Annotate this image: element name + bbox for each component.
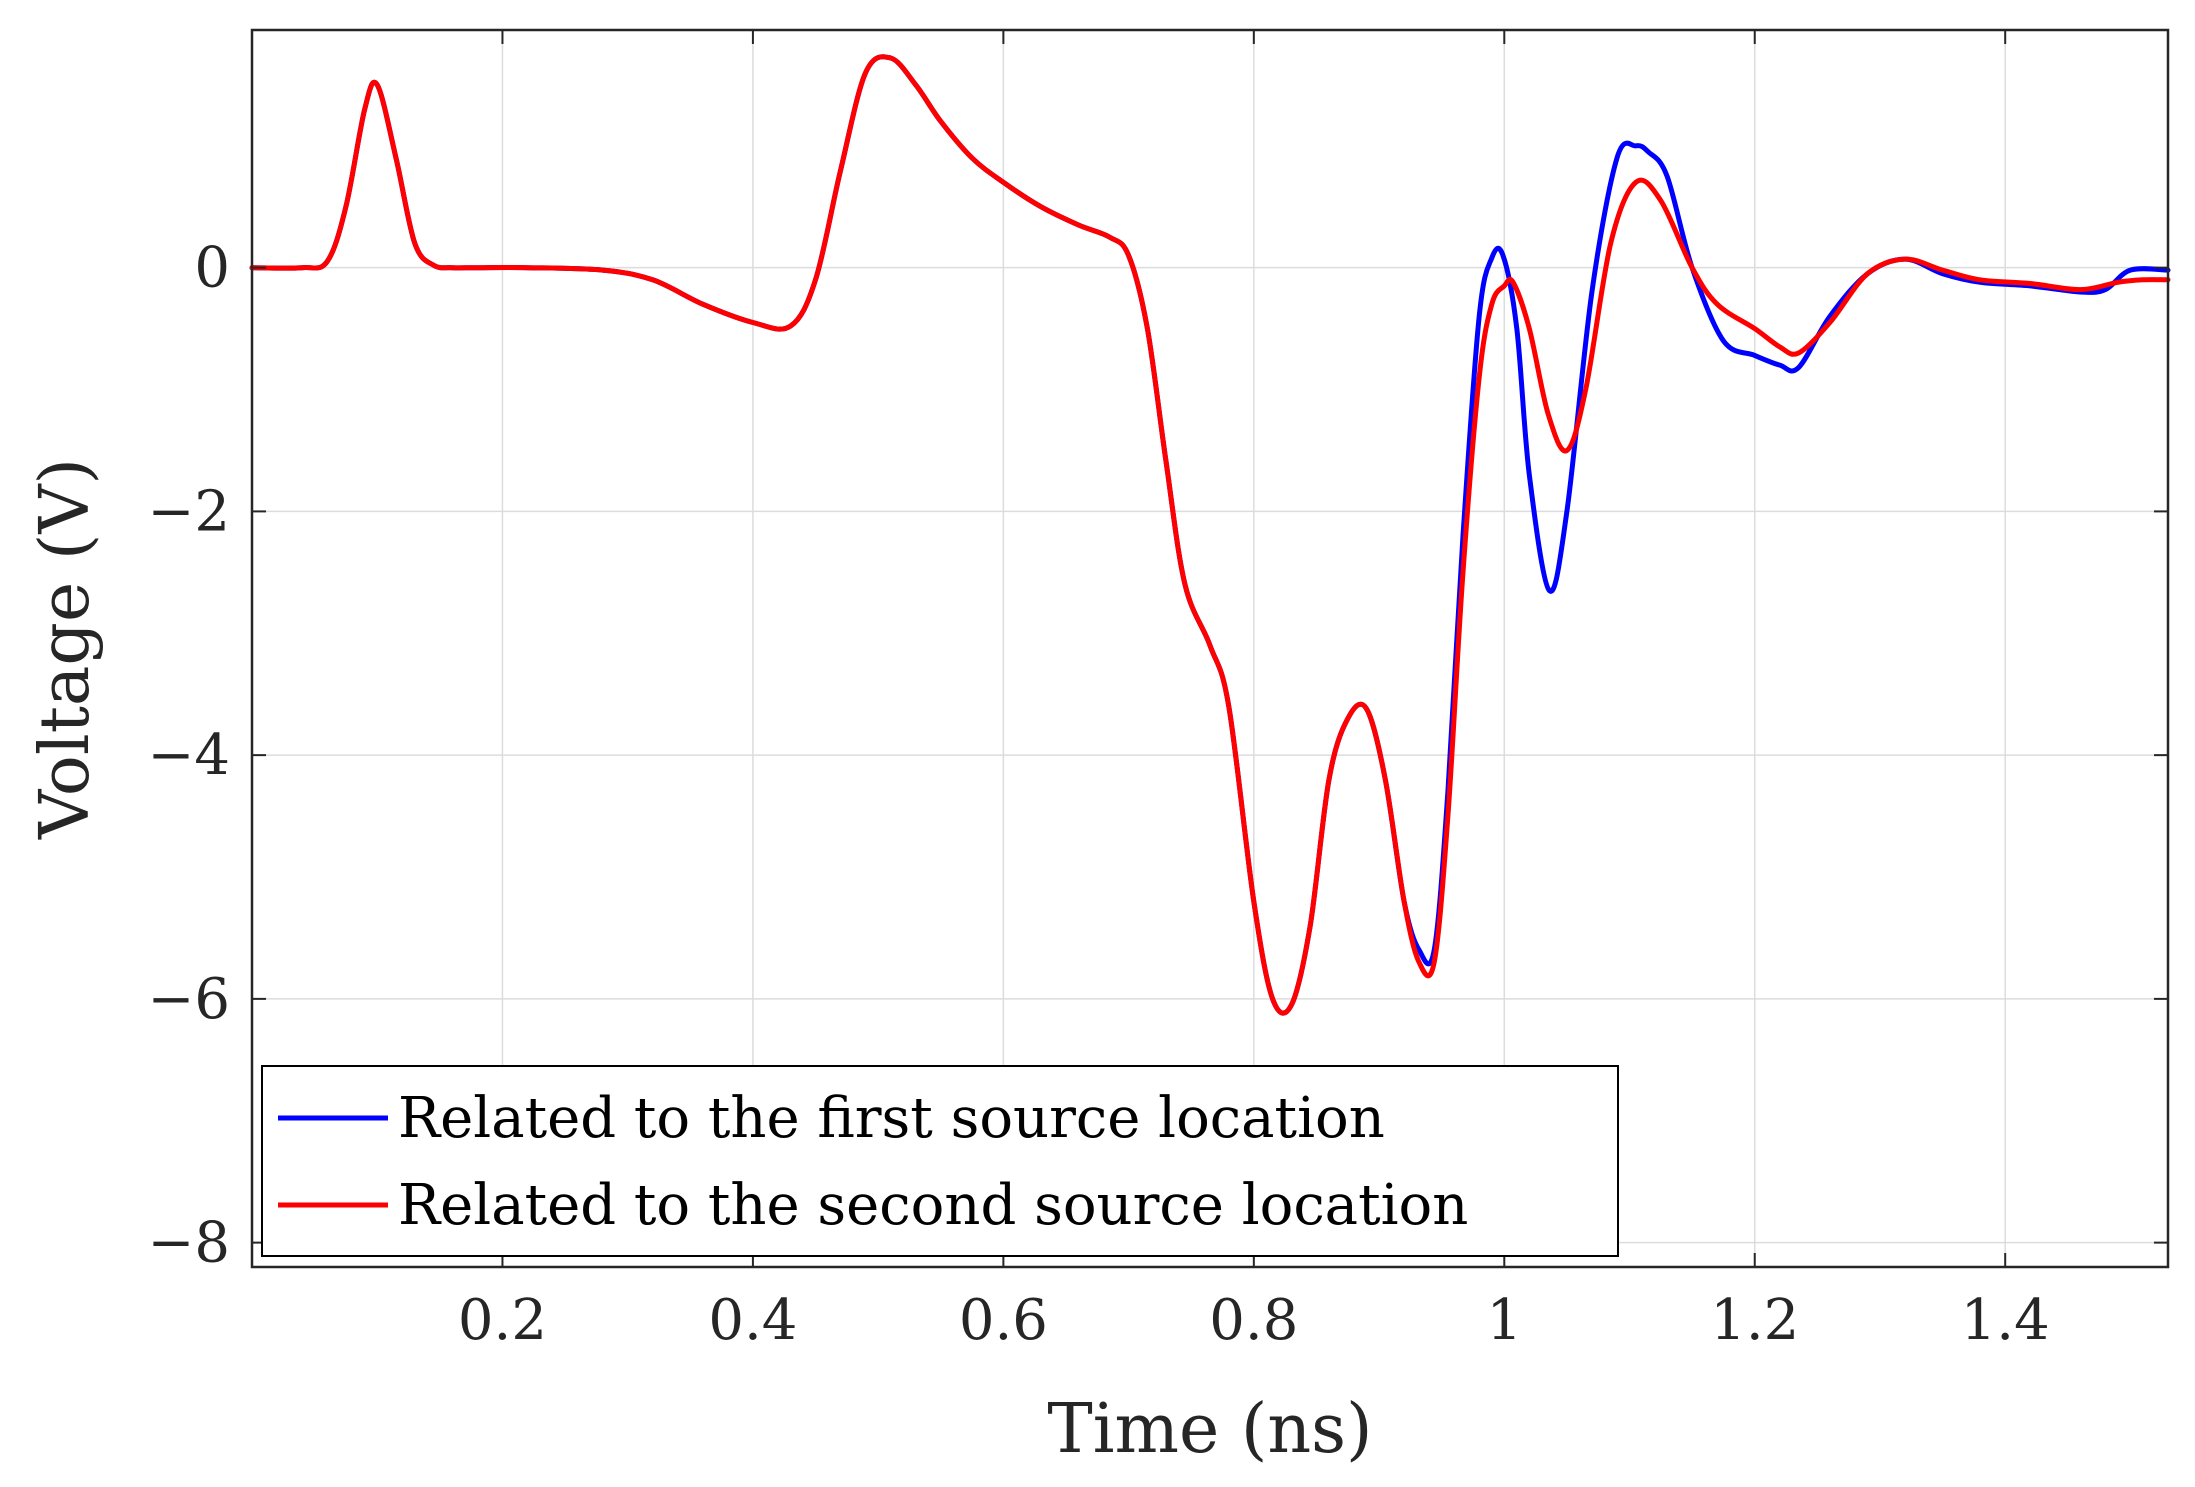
x-tick-label: 0.2 [458,1288,547,1353]
y-axis-title: Voltage (V) [26,458,105,840]
x-tick-label: 1.2 [1710,1288,1799,1353]
y-tick-label: 0 [194,236,230,301]
series-line-second-source [249,54,2171,1016]
legend-label-second-source: Related to the second source location [398,1173,1468,1238]
x-axis-title: Time (ns) [1047,1390,1372,1469]
legend: Related to the first source location Rel… [261,1065,1619,1257]
y-tick-label: −4 [147,723,230,788]
x-tick-label: 0.8 [1209,1288,1298,1353]
axis-ticks [252,30,2168,1267]
axes-box [250,28,2170,1269]
x-tick-label: 1.4 [1961,1288,2050,1353]
x-tick-label: 0.4 [708,1288,797,1353]
plot-series [249,54,2171,1016]
y-tick-label: −2 [147,479,230,544]
y-tick-label: −8 [147,1211,230,1276]
y-tick-label: −6 [147,967,230,1032]
x-tick-label: 1 [1486,1288,1522,1353]
legend-label-first-source: Related to the first source location [398,1086,1385,1151]
legend-box [261,1065,1619,1257]
x-tick-label: 0.6 [959,1288,1048,1353]
axis-tick-labels: 0.2 0.4 0.6 0.8 1 1.2 1.4 0 −2 −4 −6 −8 [147,236,2049,1353]
